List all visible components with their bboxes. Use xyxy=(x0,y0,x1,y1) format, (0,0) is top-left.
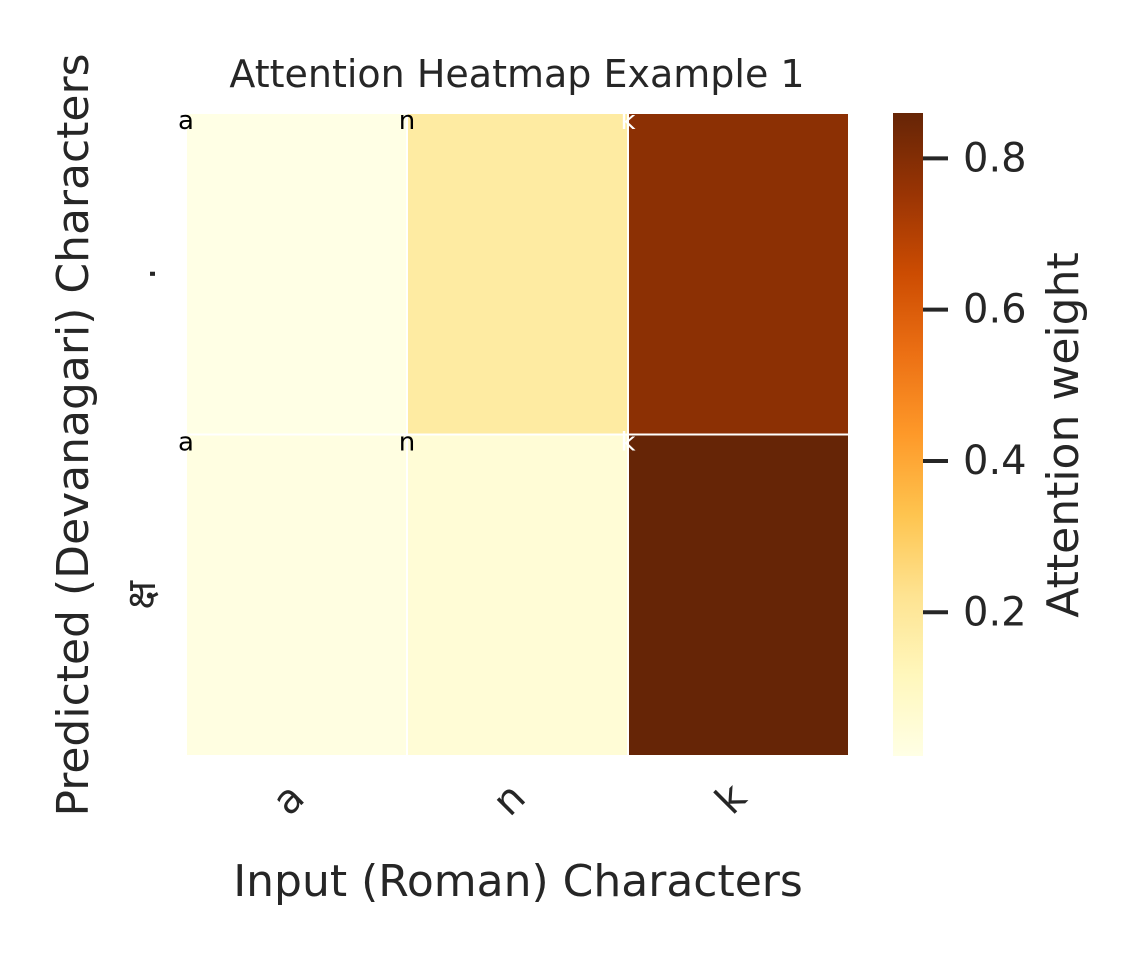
cell-annotations: a n k a n k xyxy=(178,106,636,458)
heatmap-cell-r0-c0 xyxy=(185,112,408,436)
colorbar-ticks: 0.2 0.4 0.6 0.8 xyxy=(923,135,1027,635)
colorbar-tick-label-3: 0.8 xyxy=(963,135,1027,181)
heatmap-grid xyxy=(185,112,850,757)
heatmap-cell-r1-c0 xyxy=(185,433,408,757)
heatmap-cell-r0-c1 xyxy=(406,112,629,436)
cell-annotation-r0-c1: n xyxy=(399,106,415,136)
x-tick-label-2: k xyxy=(707,774,756,823)
colorbar-tick-label-2: 0.6 xyxy=(963,287,1027,333)
cell-annotation-r1-c0: a xyxy=(178,428,194,458)
colorbar-tick-label-1: 0.4 xyxy=(963,438,1027,484)
heatmap-cell-r1-c2 xyxy=(627,433,850,757)
cell-annotation-r0-c2: k xyxy=(620,106,635,136)
y-tick-label-0: . xyxy=(119,267,165,280)
colorbar: 0.2 0.4 0.6 0.8 Attention weight xyxy=(893,113,1089,756)
x-tick-label-0: a xyxy=(264,775,314,825)
y-tick-labels: . क्ष xyxy=(119,267,165,609)
heatmap-cell-r0-c2 xyxy=(627,112,850,436)
x-axis-label: Input (Roman) Characters xyxy=(233,856,803,907)
heatmap-cell-r1-c1 xyxy=(406,433,629,757)
cell-annotation-r1-c2: k xyxy=(620,428,635,458)
y-axis-label: Predicted (Devanagari) Characters xyxy=(48,53,99,816)
colorbar-tick-label-0: 0.2 xyxy=(963,589,1027,635)
y-tick-label-1: क्ष xyxy=(119,580,165,610)
colorbar-label: Attention weight xyxy=(1038,252,1089,617)
cell-annotation-r0-c0: a xyxy=(178,106,194,136)
chart-title: Attention Heatmap Example 1 xyxy=(229,52,804,96)
x-tick-label-1: n xyxy=(484,775,534,825)
colorbar-gradient xyxy=(893,113,923,756)
cell-annotation-r1-c1: n xyxy=(399,428,415,458)
